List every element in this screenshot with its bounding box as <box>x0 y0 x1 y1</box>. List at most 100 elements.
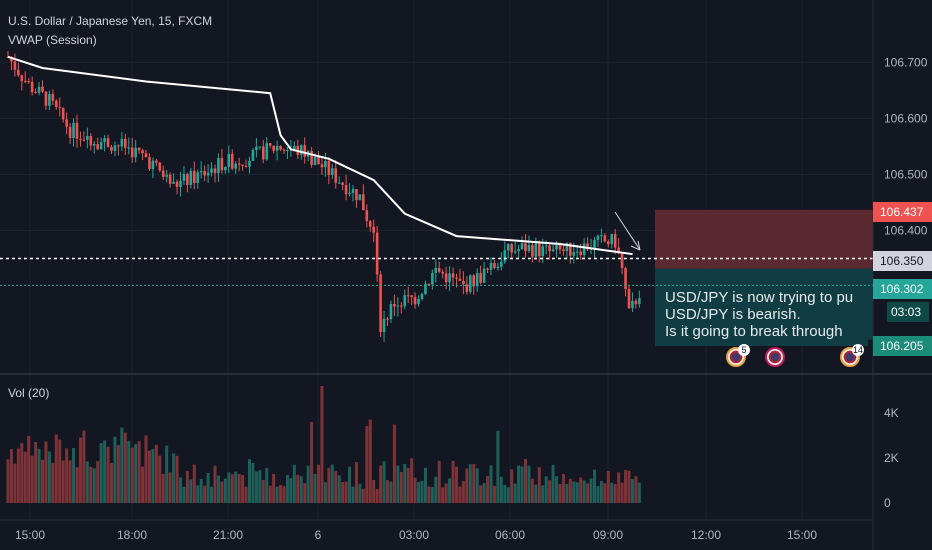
us-flag-icon[interactable]: 14 <box>840 344 864 367</box>
volume-bar <box>106 446 110 503</box>
candle-body <box>472 275 476 287</box>
volume-bar <box>251 462 255 503</box>
price-tick-label: 106.600 <box>884 111 928 125</box>
candle-body <box>617 247 620 254</box>
volume-bar <box>496 430 500 503</box>
volume-bar <box>254 471 258 503</box>
volume-bar <box>289 478 293 503</box>
volume-bar <box>637 482 641 503</box>
volume-bar <box>461 481 465 503</box>
volume-bar <box>72 447 76 503</box>
volume-bar <box>517 465 521 503</box>
candle-body <box>368 221 372 227</box>
volume-bar <box>617 472 621 503</box>
candle-body <box>451 273 455 278</box>
candle-body <box>130 147 134 158</box>
countdown-badge: 03:03 <box>887 302 929 322</box>
candle-body <box>286 150 289 152</box>
volume-legend[interactable]: Vol (20) <box>8 386 50 400</box>
candle-body <box>524 243 527 252</box>
candle-body <box>265 143 269 160</box>
volume-bar <box>244 486 248 503</box>
volume-bar <box>16 448 20 503</box>
volume-bar <box>103 440 107 503</box>
volume-bar <box>317 464 320 503</box>
candle-body <box>551 249 555 252</box>
volume-bar <box>206 472 210 503</box>
volume-bar <box>537 467 541 503</box>
candle-body <box>400 305 403 307</box>
candle-body <box>224 166 227 171</box>
us-flag-icon[interactable] <box>765 347 785 367</box>
candle-body <box>362 194 365 211</box>
zone-box-red[interactable] <box>655 209 873 269</box>
volume-bar <box>337 475 341 503</box>
candle-body <box>251 149 255 161</box>
candle-body <box>520 243 524 250</box>
candle-body <box>196 172 200 184</box>
volume-bar <box>544 476 548 503</box>
candle-body <box>23 80 27 82</box>
volume-bar <box>30 455 34 503</box>
event-count-badge: 5 <box>738 344 750 356</box>
candle-body <box>348 192 351 195</box>
candle-body <box>79 138 82 140</box>
candle-body <box>389 303 393 320</box>
candle-body <box>538 243 541 257</box>
volume-bar <box>220 481 224 503</box>
volume-bar <box>230 474 234 503</box>
candle-body <box>493 262 496 269</box>
vwap-legend[interactable]: VWAP (Session) <box>8 33 97 47</box>
volume-bar <box>334 470 338 503</box>
volume-bar <box>375 489 379 503</box>
volume-bar <box>165 445 169 503</box>
volume-bar <box>282 486 286 503</box>
candle-body <box>503 250 507 262</box>
candle-body <box>541 246 545 257</box>
volume-bar <box>582 480 586 503</box>
candle-body <box>203 170 206 176</box>
candle-body <box>558 245 562 250</box>
volume-bar <box>596 486 600 503</box>
volume-bar <box>13 463 17 503</box>
volume-bar <box>78 437 82 503</box>
candle-body <box>406 295 410 297</box>
candle-body <box>396 305 400 307</box>
candle-body <box>272 145 275 151</box>
candle-body <box>186 173 189 185</box>
volume-bar <box>392 424 396 503</box>
candle-body <box>17 69 20 76</box>
candle-body <box>61 107 65 120</box>
candle-body <box>613 233 617 248</box>
candle-body <box>34 92 37 94</box>
volume-bar <box>403 463 407 503</box>
volume-bar <box>358 483 362 503</box>
volume-bar <box>603 483 607 503</box>
trade-idea-note[interactable]: USD/JPY is now trying to pu USD/JPY is b… <box>655 286 868 346</box>
candle-body <box>117 145 120 147</box>
candle-body <box>230 153 234 169</box>
candle-body <box>475 273 479 287</box>
candle-body <box>210 168 213 173</box>
volume-axis-labels: 4K 2K 0 <box>884 406 899 510</box>
candle-body <box>331 168 334 176</box>
drawn-arrow[interactable] <box>614 211 641 251</box>
volume-bar <box>116 445 120 503</box>
volume-bar <box>323 482 327 503</box>
candle-body <box>151 160 155 169</box>
volume-bar <box>272 473 276 503</box>
candle-body <box>431 272 434 285</box>
candle-body <box>448 273 451 283</box>
symbol-title[interactable]: U.S. Dollar / Japanese Yen, 15, FXCM <box>8 14 213 28</box>
us-flag-icon[interactable]: 5 <box>726 344 750 367</box>
volume-bar <box>455 466 458 503</box>
candle-body <box>317 156 320 165</box>
volume-bar <box>44 441 48 503</box>
volume-bar <box>441 487 445 503</box>
candle-body <box>365 210 369 222</box>
candle-body <box>458 278 462 281</box>
volume-bar <box>327 467 331 503</box>
volume-bar <box>372 479 376 503</box>
candle-body <box>427 283 431 285</box>
